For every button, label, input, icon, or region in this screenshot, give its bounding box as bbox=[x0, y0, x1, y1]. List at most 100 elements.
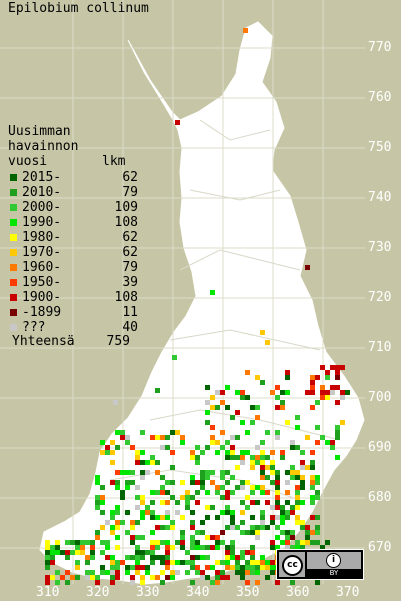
observation-cell bbox=[135, 455, 140, 460]
observation-cell bbox=[300, 520, 305, 525]
observation-cell bbox=[225, 405, 230, 410]
cc-by-license-badge[interactable]: cc i BY bbox=[276, 549, 364, 580]
observation-cell bbox=[240, 555, 245, 560]
observation-cell bbox=[320, 545, 325, 550]
observation-cell bbox=[255, 535, 260, 540]
observation-cell bbox=[125, 485, 130, 490]
observation-cell bbox=[265, 475, 270, 480]
legend-label: 1980- bbox=[22, 230, 62, 245]
observation-cell bbox=[115, 480, 120, 485]
observation-cell bbox=[190, 510, 195, 515]
observation-cell bbox=[285, 535, 290, 540]
observation-cell bbox=[320, 390, 325, 395]
observation-cell bbox=[295, 445, 300, 450]
observation-cell bbox=[300, 460, 305, 465]
observation-cell bbox=[215, 545, 220, 550]
observation-cell bbox=[190, 450, 195, 455]
observation-cell bbox=[285, 390, 290, 395]
legend-count: 109 bbox=[114, 200, 138, 215]
observation-cell bbox=[190, 455, 195, 460]
x-tick-label: 360 bbox=[286, 585, 310, 600]
observation-cell bbox=[190, 520, 195, 525]
observation-cell bbox=[140, 510, 145, 515]
observation-cell bbox=[285, 490, 290, 495]
legend-heading-line-3: vuosi bbox=[8, 154, 48, 169]
observation-cell bbox=[335, 385, 340, 390]
observation-cell bbox=[160, 515, 165, 520]
observation-cell bbox=[165, 560, 170, 565]
observation-cell bbox=[115, 565, 120, 570]
observation-cell bbox=[230, 475, 235, 480]
observation-cell bbox=[200, 520, 205, 525]
observation-cell bbox=[325, 375, 330, 380]
observation-cell bbox=[260, 555, 265, 560]
observation-cell bbox=[200, 470, 205, 475]
observation-cell bbox=[255, 375, 260, 380]
observation-cell bbox=[70, 575, 75, 580]
observation-cell bbox=[255, 415, 260, 420]
observation-cell bbox=[250, 530, 255, 535]
observation-cell bbox=[230, 520, 235, 525]
observation-cell bbox=[110, 460, 115, 465]
observation-cell bbox=[185, 550, 190, 555]
observation-cell bbox=[205, 385, 210, 390]
observation-cell bbox=[255, 525, 260, 530]
observation-cell bbox=[215, 540, 220, 545]
observation-cell bbox=[195, 480, 200, 485]
legend-label: 2010- bbox=[22, 185, 62, 200]
observation-cell bbox=[215, 405, 220, 410]
observation-cell bbox=[310, 465, 315, 470]
legend-label: 1900- bbox=[22, 290, 62, 305]
legend-heading-line-2: havainnon bbox=[8, 139, 79, 154]
observation-cell bbox=[320, 395, 325, 400]
observation-cell bbox=[335, 425, 340, 430]
observation-cell bbox=[115, 525, 120, 530]
observation-cell bbox=[125, 555, 130, 560]
observation-cell bbox=[245, 480, 250, 485]
observation-cell bbox=[65, 540, 70, 545]
observation-cell bbox=[130, 480, 135, 485]
observation-cell bbox=[240, 550, 245, 555]
observation-cell bbox=[135, 555, 140, 560]
observation-cell bbox=[110, 530, 115, 535]
observation-cell bbox=[195, 445, 200, 450]
observation-cell bbox=[255, 580, 260, 585]
observation-cell bbox=[165, 515, 170, 520]
observation-cell bbox=[80, 550, 85, 555]
observation-cell bbox=[295, 485, 300, 490]
observation-cell bbox=[165, 565, 170, 570]
observation-cell bbox=[215, 490, 220, 495]
observation-cell bbox=[170, 525, 175, 530]
observation-cell bbox=[90, 570, 95, 575]
observation-cell bbox=[50, 560, 55, 565]
observation-cell bbox=[90, 550, 95, 555]
observation-cell bbox=[210, 470, 215, 475]
observation-cell bbox=[140, 575, 145, 580]
observation-cell bbox=[130, 575, 135, 580]
observation-cell bbox=[155, 540, 160, 545]
observation-cell bbox=[145, 505, 150, 510]
observation-cell bbox=[220, 540, 225, 545]
observation-cell bbox=[240, 530, 245, 535]
observation-cell bbox=[295, 540, 300, 545]
observation-cell bbox=[275, 515, 280, 520]
observation-cell bbox=[185, 505, 190, 510]
observation-cell bbox=[265, 525, 270, 530]
observation-cell bbox=[185, 570, 190, 575]
observation-cell bbox=[245, 530, 250, 535]
observation-cell bbox=[150, 550, 155, 555]
observation-cell bbox=[145, 550, 150, 555]
observation-cell bbox=[160, 475, 165, 480]
observation-cell bbox=[245, 430, 250, 435]
observation-cell bbox=[325, 390, 330, 395]
observation-cell bbox=[150, 540, 155, 545]
observation-cell bbox=[170, 450, 175, 455]
observation-cell bbox=[215, 575, 220, 580]
observation-cell bbox=[85, 555, 90, 560]
observation-cell bbox=[315, 480, 320, 485]
observation-cell bbox=[70, 550, 75, 555]
observation-cell bbox=[85, 575, 90, 580]
observation-cell bbox=[185, 560, 190, 565]
observation-cell bbox=[330, 445, 335, 450]
observation-cell bbox=[235, 390, 240, 395]
